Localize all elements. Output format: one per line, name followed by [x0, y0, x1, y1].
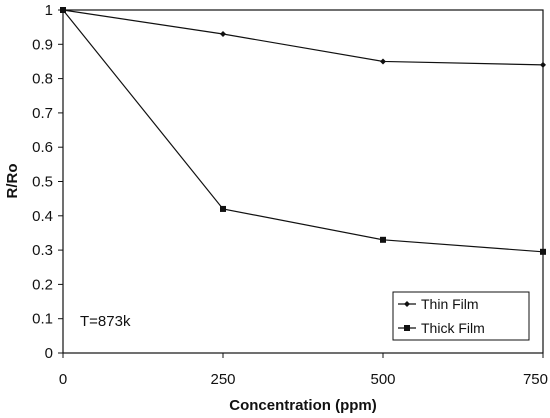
- x-tick-label: 250: [210, 371, 235, 388]
- legend: Thin Film Thick Film: [392, 291, 530, 341]
- legend-thin-film-label: Thin Film: [421, 296, 479, 312]
- legend-thin-film-marker: [404, 301, 410, 307]
- y-axis-title: R/Ro: [4, 164, 21, 199]
- y-tick-label: 0.5: [32, 174, 53, 191]
- y-axis: 0 0.1 0.2 0.3 0.4 0.5 0.6 0.7 0.8 0.9 1: [32, 2, 63, 362]
- x-tick-label: 750: [523, 371, 548, 388]
- series-layer: [60, 7, 546, 255]
- y-tick-label: 0.1: [32, 311, 53, 328]
- data-point-thick-film: [220, 205, 226, 212]
- temperature-annotation: T=873k: [80, 313, 131, 330]
- series-line-thick-film: [62, 9, 544, 253]
- x-axis: 0 250 500 750: [59, 353, 548, 388]
- legend-thick-film-marker: [404, 325, 410, 331]
- y-tick-label: 0.8: [32, 71, 53, 88]
- legend-thick-film-label: Thick Film: [421, 320, 485, 336]
- y-tick-label: 0.9: [32, 36, 53, 53]
- legend-box: [392, 291, 530, 341]
- x-tick-label: 0: [59, 371, 67, 388]
- data-point-thick-film: [60, 7, 66, 13]
- data-point-thick-film: [380, 236, 386, 243]
- data-point-thin-film: [380, 58, 386, 65]
- y-tick-label: 0.7: [32, 105, 53, 122]
- y-tick-label: 0.6: [32, 139, 53, 156]
- data-point-thick-film: [540, 248, 546, 255]
- y-tick-label: 0: [45, 345, 53, 362]
- data-point-thin-film: [540, 61, 546, 68]
- y-tick-label: 0.3: [32, 242, 53, 259]
- x-tick-label: 500: [370, 371, 395, 388]
- data-point-thin-film: [220, 31, 226, 38]
- series-line-thin-film: [62, 9, 544, 66]
- y-tick-label: 0.4: [32, 208, 53, 225]
- x-axis-title: Concentration (ppm): [229, 397, 377, 414]
- y-tick-label: 0.2: [32, 276, 53, 293]
- y-tick-label: 1: [45, 2, 53, 19]
